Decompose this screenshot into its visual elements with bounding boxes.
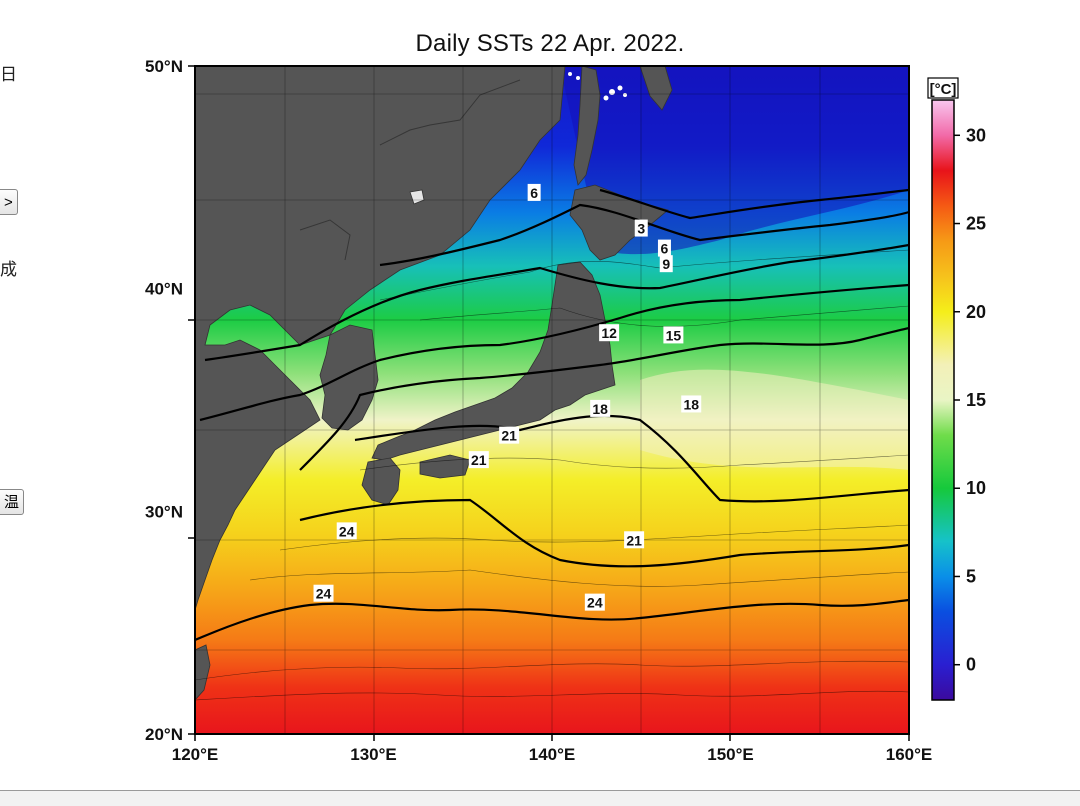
isotherm-label: 6: [530, 185, 538, 201]
land-kamchatka: [639, 66, 673, 111]
isotherm-24: [195, 598, 909, 642]
isotherm-21: [299, 498, 909, 568]
isotherm-18: [354, 414, 909, 503]
land-taiwan: [195, 644, 211, 701]
isotherm-label: 21: [471, 452, 487, 468]
isotherm-3: [599, 188, 909, 220]
isotherm-label-bg: [624, 531, 645, 549]
colorbar: [931, 99, 955, 701]
land-korea: [319, 324, 379, 431]
isotherm-label-bg: [634, 219, 648, 237]
isotherm-label: 18: [683, 396, 699, 412]
isotherm-label-bg: [681, 395, 702, 413]
land-masses: [195, 66, 673, 701]
colorbar-unit-box: [927, 77, 959, 99]
colorbar-tick-label: 15: [966, 390, 986, 410]
ice-speckle: [568, 72, 627, 101]
colorbar-tick-label: 5: [966, 566, 976, 586]
isotherm-label-bg: [657, 239, 671, 257]
isotherm-label-bg: [590, 399, 611, 417]
isotherm-label: 21: [626, 532, 642, 548]
land-asia-mainland: [195, 66, 566, 611]
axis-ticks: [188, 65, 910, 741]
lat-label: 40°N: [145, 280, 183, 299]
lat-label: 50°N: [145, 57, 183, 76]
isotherm-label: 15: [666, 327, 682, 343]
isotherm-label: 3: [637, 221, 645, 237]
isotherm-15: [299, 326, 909, 471]
lon-label: 120°E: [172, 745, 219, 764]
lon-label: 140°E: [529, 745, 576, 764]
map-title: Daily SSTs 22 Apr. 2022.: [415, 30, 685, 57]
warm-water-patch: [640, 369, 909, 470]
isotherm-contours: [195, 188, 909, 642]
colorbar-tick-label: 30: [966, 125, 986, 145]
isotherm-label-bg: [527, 183, 541, 201]
colorbar-tick-label: 25: [966, 214, 986, 234]
isotherm-label: 6: [661, 241, 669, 257]
lon-label: 130°E: [350, 745, 397, 764]
side-temp-button[interactable]: 温: [0, 489, 25, 515]
thin-contours: [195, 249, 909, 701]
isotherm-6: [379, 203, 909, 267]
isotherm-label-bg: [313, 584, 334, 602]
isotherm-label: 18: [592, 401, 608, 417]
graticule: [195, 66, 909, 734]
land-shikoku: [419, 454, 471, 479]
isotherm-label: 9: [662, 256, 670, 272]
isotherm-label: 24: [316, 586, 332, 602]
side-next-button[interactable]: >: [0, 189, 18, 215]
land-sakhalin: [573, 66, 601, 186]
isotherm-label-bg: [499, 426, 520, 444]
isotherm-9: [204, 243, 909, 362]
colorbar-ticks: 0 5 10 15 20 25 30: [954, 125, 986, 675]
isotherm-label-bg: [336, 522, 357, 540]
lat-label: 20°N: [145, 725, 183, 744]
isotherm-label-bg: [659, 255, 673, 273]
lon-label: 150°E: [707, 745, 754, 764]
isotherm-label-bg: [468, 451, 489, 469]
isotherm-label: 21: [501, 428, 517, 444]
side-label-sei: 成: [0, 260, 17, 279]
isotherm-label: 12: [601, 325, 617, 341]
land-kyushu: [361, 457, 401, 506]
colorbar-tick-label: 20: [966, 302, 986, 322]
bottom-status-bar: [0, 790, 1080, 806]
isotherm-label: 24: [339, 523, 355, 539]
isotherm-label: 24: [587, 595, 603, 611]
isotherm-label-bg: [599, 324, 620, 342]
land-honshu: [371, 261, 616, 461]
colorbar-tick-label: 10: [966, 478, 986, 498]
isotherm-12: [199, 283, 909, 422]
longitude-labels: 120°E 130°E 140°E 150°E 160°E: [172, 745, 933, 764]
land-borders: [299, 79, 521, 261]
isotherm-label-bg: [663, 326, 684, 344]
colorbar-tick-label: 0: [966, 655, 976, 675]
isotherm-label-bg: [584, 593, 605, 611]
lon-label: 160°E: [886, 745, 933, 764]
side-label-day: 日: [0, 65, 17, 84]
colorbar-unit: [°C]: [930, 81, 957, 98]
lat-label: 30°N: [145, 502, 183, 521]
land-small-island: [409, 189, 425, 205]
latitude-labels: 50°N 40°N 30°N 20°N: [145, 57, 183, 744]
